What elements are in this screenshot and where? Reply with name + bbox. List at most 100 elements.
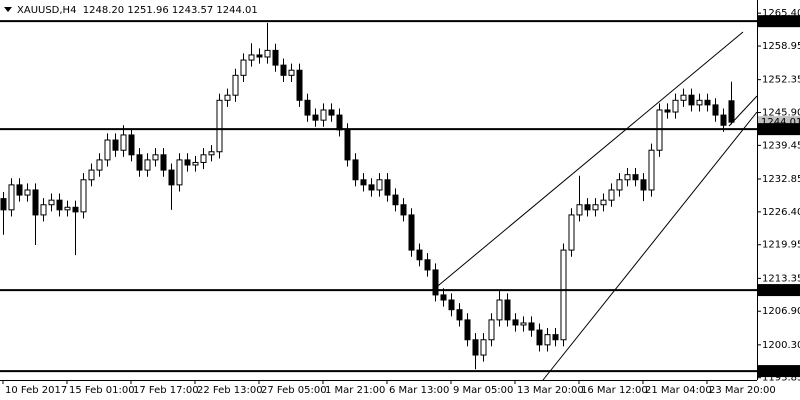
candle-body	[664, 109, 671, 113]
level-label-box	[758, 365, 800, 378]
candle-body	[64, 206, 71, 211]
candle-body	[704, 99, 711, 106]
candle-body	[296, 69, 303, 101]
candle-body	[112, 139, 119, 151]
candle-body	[152, 154, 159, 161]
candle-body	[544, 334, 551, 346]
y-tick-label: 1232.85	[762, 174, 800, 185]
chart-title: XAUUSD,H4 1248.20 1251.96 1243.57 1244.0…	[17, 5, 258, 16]
candle-body	[200, 154, 207, 163]
y-tick-label: 1200.30	[762, 340, 800, 351]
x-tick-label: 27 Feb 05:00	[261, 385, 327, 396]
candle-body	[448, 299, 455, 311]
candle-body	[592, 204, 599, 211]
x-tick-label: 9 Mar 05:00	[453, 385, 513, 396]
candle-body	[328, 109, 335, 116]
candle-body	[392, 194, 399, 206]
level-label: 1195.15	[761, 366, 800, 377]
candle-body	[728, 100, 735, 123]
candle-body	[480, 339, 487, 356]
y-tick-label: 1252.35	[762, 75, 800, 86]
candle-body	[576, 204, 583, 216]
wedge-upper	[728, 95, 758, 127]
candle-body	[472, 339, 479, 356]
candle-body	[160, 154, 167, 171]
candle-body	[56, 199, 63, 211]
candle-body	[144, 159, 151, 171]
candle-body	[96, 159, 103, 171]
y-tick-label: 1258.95	[762, 41, 800, 52]
candle-body	[40, 204, 47, 216]
y-tick-label: 1239.45	[762, 140, 800, 151]
candle-body	[496, 299, 503, 321]
candle-body	[336, 114, 343, 131]
candle-body	[560, 249, 567, 341]
y-tick-label: 1226.40	[762, 207, 800, 218]
candle-body	[184, 159, 191, 166]
level-label-box	[758, 284, 800, 297]
y-tick-label: 1213.35	[762, 273, 800, 284]
candle-body	[624, 174, 631, 181]
last-price-label: 1244.01	[761, 117, 800, 128]
level-label: 1211.05	[761, 285, 800, 296]
candle-body	[32, 189, 39, 216]
candle-body	[280, 64, 287, 76]
candle-body	[600, 199, 607, 206]
candle-body	[0, 198, 7, 211]
candle-body	[128, 134, 135, 156]
candle-body	[400, 204, 407, 216]
candle-body	[168, 169, 175, 186]
channel-lower	[542, 111, 758, 381]
candle-body	[248, 54, 255, 61]
candle-body	[376, 179, 383, 191]
candle-body	[264, 49, 271, 58]
candle-body	[344, 129, 351, 161]
candle-body	[176, 159, 183, 186]
candle-body	[312, 114, 319, 121]
candle-body	[408, 214, 415, 251]
x-tick-label: 1 Mar 21:00	[325, 385, 385, 396]
candle-body	[304, 99, 311, 116]
candle-body	[256, 54, 263, 58]
candle-body	[432, 269, 439, 296]
candle-body	[552, 334, 559, 341]
candle-body	[640, 179, 647, 191]
y-tick-label: 1265.40	[762, 8, 800, 19]
y-tick-label: 1193.85	[762, 373, 800, 384]
level-label-box	[758, 15, 800, 28]
channel-upper	[432, 31, 744, 291]
candle-body	[680, 94, 687, 101]
candle-body	[528, 322, 535, 331]
level-label-box	[758, 123, 800, 136]
candle-body	[272, 49, 279, 66]
candle-body	[8, 184, 15, 211]
x-tick-label: 13 Mar 20:00	[517, 385, 584, 396]
candle-body	[632, 174, 639, 181]
candle-body	[192, 161, 199, 166]
candle-body	[672, 99, 679, 113]
level-label: 1242.64	[761, 124, 800, 135]
candle-body	[416, 249, 423, 261]
candle-body	[616, 179, 623, 191]
candle-body	[224, 94, 231, 101]
candle-body	[240, 59, 247, 76]
candle-body	[368, 184, 375, 191]
candle-body	[48, 199, 55, 206]
candle-body	[88, 169, 95, 181]
menu-arrow[interactable]	[4, 7, 12, 12]
x-tick-label: 15 Feb 01:00	[69, 385, 135, 396]
candle-body	[648, 149, 655, 191]
candle-body	[72, 206, 79, 213]
candle-body	[352, 159, 359, 181]
candle-body	[464, 319, 471, 341]
candle-body	[584, 204, 591, 211]
candle-body	[504, 299, 511, 321]
x-tick-label: 10 Feb 2017	[5, 385, 67, 396]
candle-body	[536, 329, 543, 346]
level-label: 1263.83	[761, 16, 800, 27]
candle-body	[520, 322, 527, 326]
candle-body	[232, 74, 239, 96]
candle-body	[456, 309, 463, 321]
